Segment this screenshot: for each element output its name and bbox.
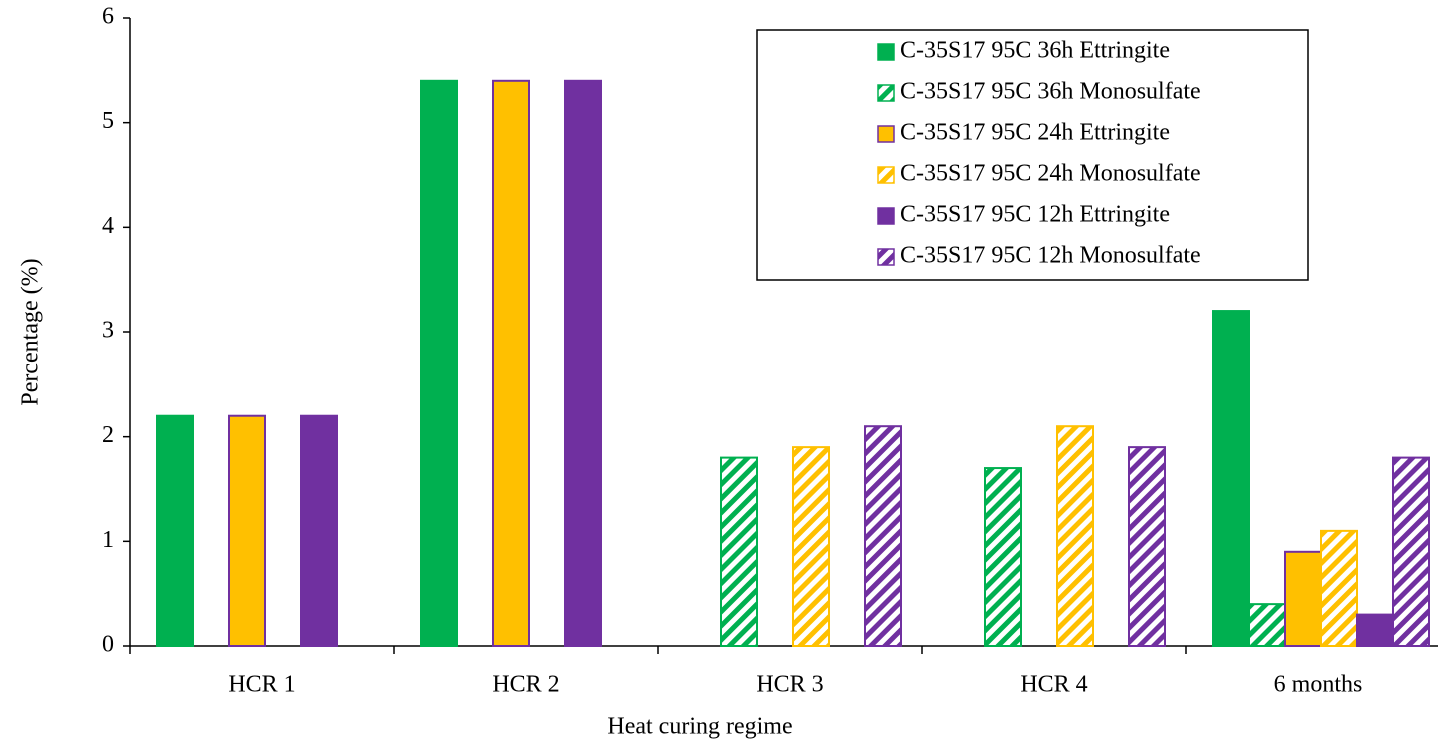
y-tick-label: 6: [102, 4, 114, 30]
legend-label: C-35S17 95C 12h Monosulfate: [900, 243, 1201, 269]
y-tick-label: 1: [102, 527, 114, 553]
bar: [1128, 446, 1166, 647]
bar: [564, 79, 602, 648]
legend-label: C-35S17 95C 24h Monosulfate: [900, 161, 1201, 187]
bar: [1392, 456, 1430, 647]
y-tick-label: 4: [102, 213, 114, 239]
bar: [300, 414, 338, 647]
x-axis-title: Heat curing regime: [607, 714, 792, 740]
legend-swatch: [877, 166, 895, 184]
bar: [1284, 550, 1322, 647]
legend-label: C-35S17 95C 36h Monosulfate: [900, 79, 1201, 105]
x-tick-label: 6 months: [1274, 672, 1363, 698]
bar: [228, 414, 266, 647]
bar: [1320, 529, 1358, 647]
x-tick-label: HCR 2: [492, 672, 559, 698]
bar: [1248, 603, 1286, 648]
legend-swatch: [877, 207, 895, 225]
bar: [1056, 425, 1094, 648]
y-tick-label: 0: [102, 632, 114, 658]
bar: [792, 446, 830, 647]
bar: [156, 414, 194, 647]
legend-swatch: [877, 125, 895, 143]
y-tick-label: 2: [102, 422, 114, 448]
legend-box: [756, 29, 1309, 281]
bar: [864, 425, 902, 648]
bar: [1356, 613, 1394, 647]
legend-label: C-35S17 95C 12h Ettringite: [900, 202, 1170, 228]
legend-swatch: [877, 84, 895, 102]
bar: [420, 79, 458, 648]
bar: [984, 467, 1022, 648]
legend-swatch: [877, 248, 895, 266]
bar: [1212, 310, 1250, 647]
legend-label: C-35S17 95C 24h Ettringite: [900, 120, 1170, 146]
x-tick-label: HCR 3: [756, 672, 823, 698]
legend-label: C-35S17 95C 36h Ettringite: [900, 38, 1170, 64]
bar: [720, 456, 758, 647]
y-axis-title: Percentage (%): [18, 258, 44, 405]
legend-swatch: [877, 43, 895, 61]
y-tick-label: 5: [102, 108, 114, 134]
x-tick-label: HCR 4: [1020, 672, 1087, 698]
x-tick-label: HCR 1: [228, 672, 295, 698]
y-tick-label: 3: [102, 318, 114, 344]
bar: [492, 79, 530, 648]
